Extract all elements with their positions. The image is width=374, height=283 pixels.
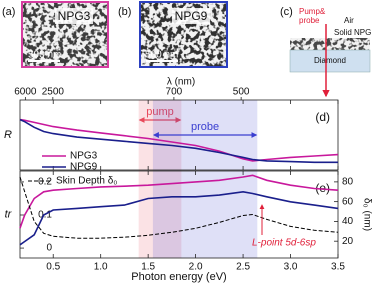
scale-label: 500 nm (28, 50, 61, 61)
panel-label: (c) (280, 6, 293, 18)
panel-label: (a) (2, 6, 15, 18)
series-line (19, 118, 338, 164)
legend-label: NPG9 (70, 162, 98, 173)
x-tick-label: 2.5 (236, 262, 250, 273)
series-line (19, 118, 339, 162)
panel-label: (e) (315, 181, 330, 195)
npg-layer (290, 38, 370, 50)
series-line (19, 174, 339, 229)
top-axis-label: λ (nm) (167, 77, 195, 88)
x-tick-label: 1.0 (94, 262, 108, 273)
beam-label: probe (299, 16, 320, 25)
sem-image: NPG9 500 nm (139, 1, 228, 68)
schematic: Pump& probe Air Solid NPG Diamond (289, 7, 371, 98)
legend-label: NPG3 (70, 151, 98, 162)
x-tick-label: 2.0 (189, 262, 203, 273)
y2-tick-label: 80 (342, 177, 354, 188)
name-box (55, 8, 93, 24)
y-tick-label: 0.2 (38, 177, 52, 188)
x-tick-label: 1.5 (141, 262, 155, 273)
panel-label: (d) (315, 110, 330, 124)
band-label: pump (146, 106, 174, 118)
sem-border (21, 1, 109, 68)
y2-axis-label: δ₀ (nm) (361, 198, 372, 231)
y2-tick-label: 20 (342, 236, 354, 247)
x-tick-label: 3.5 (331, 262, 345, 273)
layer-label: Air (344, 16, 354, 25)
x-tick-label: 3.0 (284, 262, 298, 273)
y-tick-label: 0.1 (38, 210, 52, 221)
band (152, 100, 258, 258)
x-axis-label: Photon energy (eV) (131, 271, 226, 283)
name-box (172, 8, 210, 24)
y-tick-label: 0 (46, 243, 52, 254)
sem-image: NPG3 500 nm (21, 1, 109, 68)
top-tick-label: 2500 (42, 87, 65, 98)
beam-label: Pump& (299, 7, 326, 16)
layer-label: Diamond (314, 56, 346, 65)
top-tick-label: 700 (166, 87, 183, 98)
plot-frame (19, 170, 339, 259)
top-tick-label: 6000 (14, 87, 37, 98)
sample-name: NPG9 (175, 9, 208, 23)
diamond-layer (289, 49, 371, 73)
sem-border (139, 1, 228, 68)
y-axis-label: R (4, 129, 12, 141)
y2-tick-label: 60 (342, 196, 354, 207)
plots: pump probe λ (nm) 6000 2500 700 500 (d) R NPG3NPG… (4, 77, 372, 283)
panel-label: (b) (118, 6, 131, 18)
layer-label: Solid NPG (334, 28, 371, 37)
plot-frame (19, 99, 339, 171)
sample-name: NPG3 (58, 9, 91, 23)
y2-tick-label: 40 (342, 216, 354, 227)
series-line (19, 190, 339, 246)
x-tick-label: 0.5 (46, 262, 60, 273)
legend-label: Skin Depth δ₀ (56, 176, 117, 187)
scale-label: 500 nm (145, 50, 178, 61)
band-label: probe (191, 121, 219, 133)
y-axis-label: tr (5, 208, 13, 220)
top-tick-label: 500 (233, 87, 250, 98)
annotation: L-point 5d-6sp (252, 238, 316, 249)
